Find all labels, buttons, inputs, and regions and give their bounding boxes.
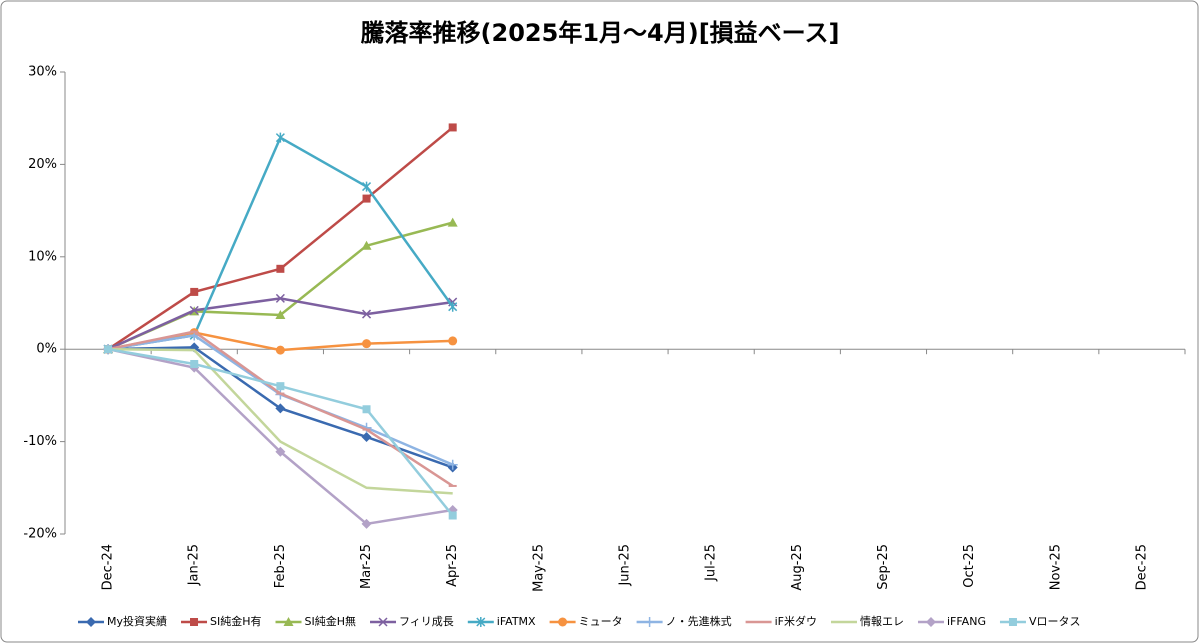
x-tick-label: Dec-24 [101, 544, 116, 590]
marker [275, 403, 286, 414]
y-tick-label: 20% [28, 157, 57, 172]
marker [447, 459, 458, 470]
x-tick-label: Aug-25 [790, 544, 805, 591]
x-tick-label: Jun-25 [618, 544, 633, 587]
marker [276, 264, 285, 273]
legend-label: Vロータス [1029, 615, 1081, 628]
legend-item: 情報エレ [830, 615, 904, 628]
legend-label: SI純金H有 [210, 614, 262, 628]
legend-item: iFFANG [917, 615, 986, 628]
marker [362, 181, 372, 192]
y-tick-label: 0% [36, 342, 57, 357]
marker [1008, 618, 1017, 626]
marker [361, 431, 372, 442]
x-tick-label: Mar-25 [359, 544, 374, 589]
legend-item: ノ・先進株式 [636, 614, 732, 628]
y-tick-label: 30% [28, 65, 57, 80]
x-tick-label: May-25 [531, 544, 546, 592]
legend-label: SI純金H無 [305, 614, 357, 628]
marker [362, 339, 372, 349]
marker [190, 287, 199, 296]
marker [275, 293, 285, 303]
legend-label: 情報エレ [860, 615, 904, 628]
marker [276, 382, 285, 391]
marker [448, 336, 458, 346]
marker [362, 405, 371, 414]
legend-item: ミュータ [549, 615, 623, 628]
marker [476, 617, 486, 627]
legend-label: ミュータ [579, 615, 623, 628]
y-tick-label: 10% [28, 249, 57, 264]
marker [925, 617, 936, 627]
marker [361, 240, 372, 250]
legend-item: iFATMX [467, 615, 536, 628]
legend-item: Vロータス [999, 615, 1081, 628]
x-tick-label: Nov-25 [1048, 544, 1063, 590]
marker [189, 305, 199, 315]
marker [275, 345, 285, 355]
x-tick-label: Feb-25 [273, 544, 288, 588]
legend-label: iFFANG [947, 615, 986, 628]
marker [448, 301, 458, 312]
marker [190, 618, 199, 626]
marker [361, 518, 372, 529]
legend-item: My投資実績 [78, 614, 167, 628]
marker [558, 617, 568, 627]
marker [275, 310, 286, 320]
legend-item: iF米ダウ [745, 614, 817, 628]
legend-label: My投資実績 [107, 614, 167, 628]
legend-label: ノ・先進株式 [666, 614, 732, 628]
marker [447, 217, 458, 227]
marker [378, 617, 388, 627]
marker [275, 446, 286, 457]
y-tick-label: -20% [23, 527, 57, 542]
marker [86, 617, 96, 627]
legend-label: iFATMX [497, 615, 536, 628]
legend-item: SI純金H有 [181, 614, 262, 628]
legend-item: フィリ成長 [370, 615, 454, 628]
marker [275, 132, 285, 143]
marker [190, 359, 199, 368]
marker [104, 345, 113, 354]
marker [362, 194, 371, 203]
chart-title: 騰落率推移(2025年1月～4月)[損益ベース] [361, 19, 840, 47]
marker [362, 309, 372, 319]
x-tick-label: Jan-25 [187, 544, 202, 586]
marker [644, 617, 655, 627]
x-tick-label: Dec-25 [1134, 544, 1149, 590]
legend-label: フィリ成長 [399, 615, 454, 628]
marker [448, 511, 457, 520]
x-tick-label: Oct-25 [962, 544, 977, 588]
x-tick-label: Sep-25 [876, 544, 891, 590]
y-tick-label: -10% [23, 434, 57, 449]
marker [448, 123, 457, 132]
x-tick-label: Apr-25 [445, 544, 460, 587]
marker [283, 617, 294, 626]
x-tick-label: Jul-25 [704, 544, 719, 582]
legend-label: iF米ダウ [775, 614, 817, 628]
legend-item: SI純金H無 [275, 614, 357, 628]
